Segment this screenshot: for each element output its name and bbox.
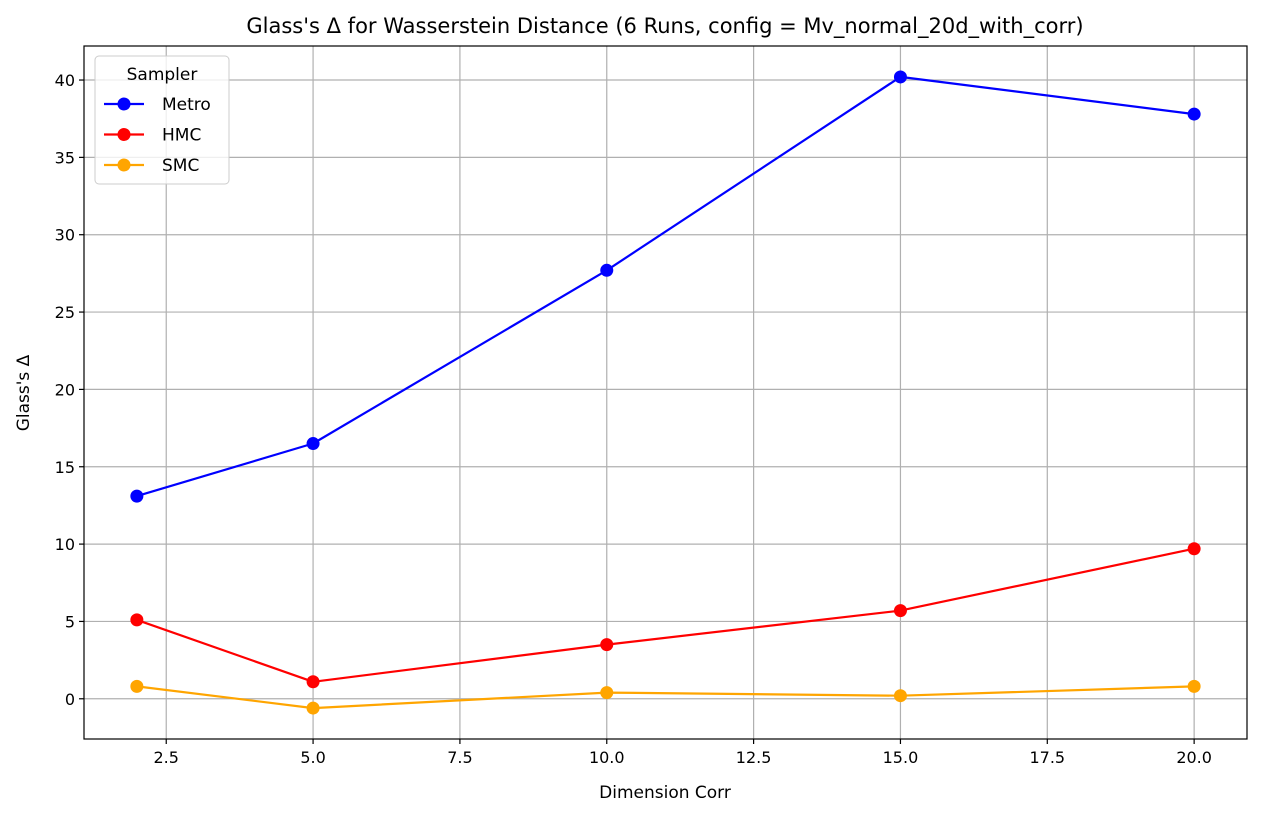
grid-lines (84, 46, 1247, 739)
x-tick-label: 5.0 (300, 748, 325, 767)
y-tick-label: 25 (55, 303, 75, 322)
legend-marker-smc (117, 158, 131, 172)
data-point-metro (1187, 107, 1201, 121)
series-group (130, 70, 1201, 715)
y-tick-label: 20 (55, 380, 75, 399)
data-point-hmc (893, 604, 907, 618)
data-point-hmc (306, 675, 320, 689)
chart-title: Glass's Δ for Wasserstein Distance (6 Ru… (246, 14, 1083, 39)
x-tick-label: 12.5 (736, 748, 772, 767)
series-line-smc (136, 685, 1195, 710)
y-tick-label: 35 (55, 148, 75, 167)
data-point-smc (893, 689, 907, 703)
data-point-metro (306, 437, 320, 451)
data-point-smc (1187, 679, 1201, 693)
legend-marker-metro (117, 97, 131, 111)
x-tick-label: 10.0 (589, 748, 625, 767)
data-point-metro (600, 263, 614, 277)
legend-marker-hmc (117, 128, 131, 141)
legend-title: Sampler (127, 65, 198, 85)
y-tick-label: 40 (55, 71, 75, 90)
y-tick-label: 0 (65, 690, 75, 709)
y-tick-label: 5 (65, 612, 75, 631)
x-tick-label: 20.0 (1176, 748, 1212, 767)
data-point-metro (130, 489, 144, 503)
x-tick-label: 7.5 (447, 748, 472, 767)
x-tick-label: 2.5 (154, 748, 179, 767)
data-point-hmc (600, 638, 614, 652)
series-line-hmc (136, 547, 1195, 683)
data-point-smc (130, 679, 144, 693)
x-axis-label: Dimension Corr (599, 783, 731, 803)
y-tick-label: 15 (55, 458, 75, 477)
data-point-smc (600, 686, 614, 700)
legend-label-metro: Metro (162, 95, 211, 115)
data-point-smc (306, 701, 320, 715)
axis-ticks: 2.5 5.0 7.5 10.0 12.5 15.0 17.5 20.0 0 5 10 15 20 25 3… (55, 71, 1212, 767)
legend-entries: Metro HMC SMC (104, 95, 211, 176)
legend-label-hmc: HMC (162, 126, 201, 146)
y-axis-label: Glass's Δ (14, 354, 34, 431)
x-tick-label: 17.5 (1029, 748, 1065, 767)
legend-label-smc: SMC (162, 156, 199, 176)
plot-frame (83, 45, 1248, 740)
y-tick-label: 10 (55, 535, 75, 554)
data-point-metro (893, 70, 907, 84)
data-point-hmc (130, 613, 144, 627)
series-line-metro (136, 75, 1195, 498)
legend: Sampler Metro HMC SMC (94, 55, 230, 185)
data-point-hmc (1187, 542, 1201, 556)
y-tick-label: 30 (55, 226, 75, 245)
x-tick-label: 15.0 (883, 748, 919, 767)
legend-box (94, 55, 230, 185)
